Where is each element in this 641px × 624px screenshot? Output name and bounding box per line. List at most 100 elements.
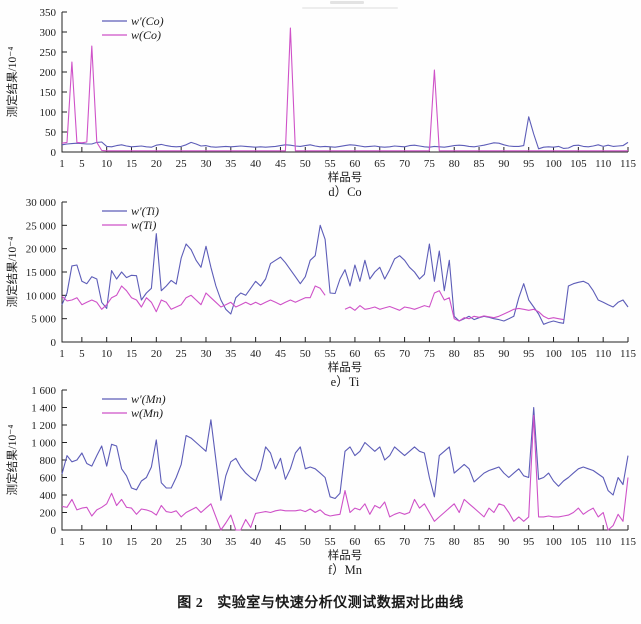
x-tick-label: 80 <box>449 158 461 170</box>
x-tick-label: 115 <box>620 158 637 170</box>
x-tick-label: 1 <box>59 348 65 360</box>
x-tick-label: 1 <box>59 158 65 170</box>
x-tick-label: 95 <box>523 348 535 360</box>
x-tick-label: 50 <box>300 158 312 170</box>
x-tick-label: 25 <box>176 536 188 548</box>
x-tick-label: 1 <box>59 536 65 548</box>
x-tick-label: 55 <box>325 348 337 360</box>
x-tick-label: 55 <box>325 536 337 548</box>
x-tick-label: 50 <box>300 536 312 548</box>
x-tick-label: 5 <box>79 348 85 360</box>
x-tick-label: 10 <box>101 348 113 360</box>
x-axis-title: 样品号 <box>328 360 363 374</box>
x-tick-label: 35 <box>225 158 237 170</box>
x-axis-title: 样品号 <box>328 170 363 184</box>
x-tick-label: 40 <box>250 348 262 360</box>
x-tick-label: 70 <box>399 536 411 548</box>
x-tick-label: 90 <box>498 536 510 548</box>
x-tick-label: 15 <box>126 348 138 360</box>
x-tick-label: 85 <box>474 536 486 548</box>
x-tick-label: 35 <box>225 536 237 548</box>
y-tick-label: 20 000 <box>26 244 57 256</box>
y-tick-label: 15 000 <box>26 267 57 279</box>
y-tick-label: 30 000 <box>26 197 57 209</box>
x-tick-label: 105 <box>570 536 587 548</box>
x-tick-label: 85 <box>474 158 486 170</box>
x-tick-label: 100 <box>545 348 562 360</box>
x-tick-label: 105 <box>570 158 587 170</box>
legend-label: w′(Mn) <box>131 392 166 406</box>
x-tick-label: 55 <box>325 158 337 170</box>
y-tick-label: 1 400 <box>31 403 56 415</box>
series-line-1 <box>61 27 628 152</box>
y-tick-label: 200 <box>40 508 57 520</box>
x-tick-label: 15 <box>126 536 138 548</box>
x-tick-label: 15 <box>126 158 138 170</box>
y-tick-label: 200 <box>40 67 57 79</box>
x-tick-label: 85 <box>474 348 486 360</box>
x-tick-label: 65 <box>374 348 386 360</box>
x-tick-label: 70 <box>399 348 411 360</box>
x-tick-label: 40 <box>250 158 262 170</box>
x-tick-label: 25 <box>176 348 188 360</box>
x-tick-label: 5 <box>79 536 85 548</box>
y-axis-title: 测定结果/10⁻⁴ <box>5 47 19 118</box>
x-axis-title: 样品号 <box>328 548 363 562</box>
series-line-0 <box>61 224 629 325</box>
x-tick-label: 30 <box>200 158 212 170</box>
legend-label: w(Co) <box>131 28 161 42</box>
x-tick-label: 25 <box>176 158 188 170</box>
x-tick-label: 115 <box>620 348 637 360</box>
x-tick-label: 75 <box>424 158 436 170</box>
x-tick-label: 45 <box>275 536 287 548</box>
x-tick-label: 30 <box>200 536 212 548</box>
x-tick-label: 30 <box>200 348 212 360</box>
x-tick-label: 100 <box>545 158 562 170</box>
chart-subtitle: f）Mn <box>328 563 363 577</box>
x-tick-label: 110 <box>595 158 612 170</box>
x-tick-label: 20 <box>151 536 163 548</box>
x-tick-label: 75 <box>424 348 436 360</box>
chart-block-co: 0 50 100 150 200 250 300 350 1 5 10 15 20 25 30 35 40 45 5… <box>0 0 641 200</box>
x-tick-label: 65 <box>374 158 386 170</box>
y-tick-label: 1 200 <box>31 420 56 432</box>
series-line-0 <box>61 116 629 150</box>
y-tick-label: 350 <box>40 7 57 19</box>
chart-block-mn: 0 200 400 600 800 1 000 1 200 1 400 1 600 1 5 10 15 2… <box>0 378 641 578</box>
series-line-0 <box>61 406 629 501</box>
y-tick-label: 10 000 <box>26 290 57 302</box>
x-tick-label: 90 <box>498 158 510 170</box>
y-tick-label: 250 <box>40 47 57 59</box>
y-tick-label: 400 <box>40 490 57 502</box>
y-tick-label: 100 <box>40 107 57 119</box>
y-tick-label: 150 <box>40 87 57 99</box>
figure-caption-text: 实验室与快速分析仪测试数据对比曲线 <box>217 596 464 611</box>
legend-label: w′(Co) <box>131 14 164 28</box>
y-tick-label: 0 <box>51 337 57 349</box>
series-line-1 <box>61 414 629 531</box>
legend-label: w′(Ti) <box>131 204 159 218</box>
x-tick-label: 45 <box>275 158 287 170</box>
y-tick-label: 600 <box>40 473 57 485</box>
x-tick-label: 50 <box>300 348 312 360</box>
y-axis-title: 测定结果/10⁻⁴ <box>5 237 19 308</box>
x-tick-label: 95 <box>523 536 535 548</box>
legend-label: w(Ti) <box>131 218 156 232</box>
x-tick-label: 80 <box>449 536 461 548</box>
x-tick-label: 20 <box>151 158 163 170</box>
x-tick-label: 100 <box>545 536 562 548</box>
series-line-1 <box>344 290 564 322</box>
y-tick-label: 0 <box>51 525 57 537</box>
chart-subtitle: d）Co <box>328 185 361 199</box>
cut-off-text-remnant <box>302 7 398 9</box>
y-tick-label: 800 <box>40 455 57 467</box>
figure-caption: 图 2 实验室与快速分析仪测试数据对比曲线 <box>0 592 641 612</box>
x-tick-label: 40 <box>250 536 262 548</box>
cut-off-text-remnant <box>330 1 364 4</box>
x-tick-label: 110 <box>595 536 612 548</box>
